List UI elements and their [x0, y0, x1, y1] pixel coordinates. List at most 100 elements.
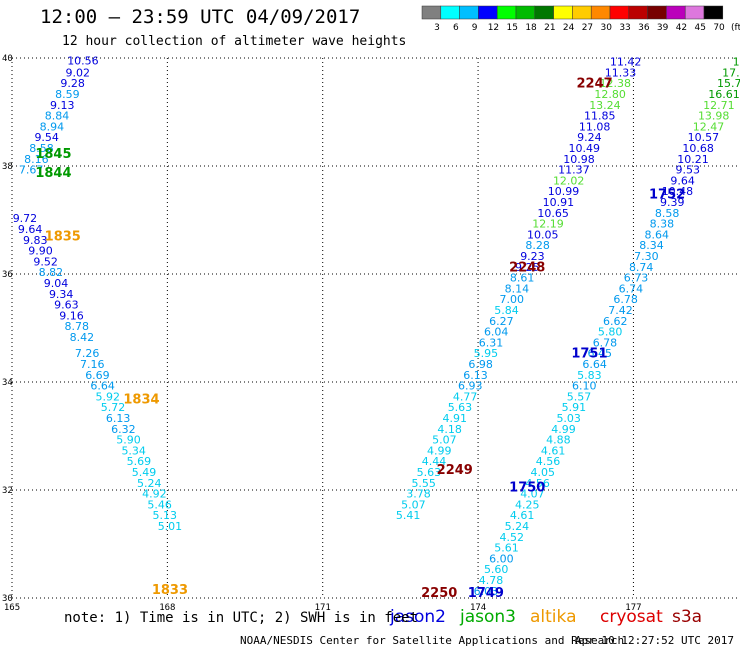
wave-height-label: 10.56 [67, 54, 99, 67]
wave-height-label: 5.60 [484, 563, 509, 576]
wave-height-label: 7.67 [19, 164, 44, 177]
wave-height-label: 6.13 [463, 369, 488, 382]
pass-time-label: 2250 [421, 586, 457, 601]
wave-height-label: 9.23 [520, 250, 545, 263]
pass-time-label: 1834 [123, 393, 159, 408]
wave-height-label: 12.02 [553, 174, 585, 187]
wave-height-label: 5.63 [448, 401, 473, 414]
wave-height-label: 4.77 [453, 390, 478, 403]
wave-height-label: 9.64 [670, 174, 695, 187]
pass-time-label: 1749 [468, 586, 504, 601]
wave-height-label: 4.61 [510, 509, 535, 522]
wave-height-label: 8.82 [39, 266, 64, 279]
y-tick-label: 36 [2, 270, 13, 280]
wave-height-label: 6.32 [111, 423, 136, 436]
wave-height-label: 11.42 [610, 56, 642, 69]
wave-height-label: 6.10 [572, 380, 597, 393]
wave-height-label: 9.83 [23, 234, 48, 247]
wave-height-label: 5.07 [432, 434, 457, 447]
wave-height-label: 8.78 [64, 320, 89, 333]
wave-height-label: 12.47 [693, 120, 725, 133]
wave-height-label: 7.42 [608, 304, 633, 317]
wave-height-label: 5.46 [147, 498, 172, 511]
colorbar-swatch [496, 5, 517, 20]
wave-height-label: 8.38 [650, 218, 675, 231]
chart-subtitle: 12 hour collection of altimeter wave hei… [62, 34, 407, 49]
wave-height-label: 9.39 [660, 196, 685, 209]
wave-height-label: 6.78 [593, 336, 618, 349]
wave-height-label: 4.91 [443, 412, 468, 425]
colorbar-label: 33 [619, 23, 630, 33]
wave-height-label: 5.92 [96, 390, 121, 403]
wave-height-label: 6.27 [489, 315, 514, 328]
wave-height-label: 8.64 [644, 228, 669, 241]
wave-height-label: 7.00 [499, 293, 524, 306]
wave-height-label: 9.28 [60, 77, 85, 90]
colorbar-label: 24 [563, 23, 575, 33]
colorbar-swatch [515, 5, 536, 20]
wave-height-label: 8.28 [525, 239, 550, 252]
wave-height-label: 7.26 [75, 347, 100, 360]
wave-height-label: 10.68 [682, 142, 714, 155]
wave-height-label: 10.21 [677, 153, 709, 166]
wave-height-label: 4.44 [422, 455, 447, 468]
x-tick-label: 165 [4, 603, 20, 613]
wave-height-label: 8.58 [655, 207, 680, 220]
wave-height-label: 12.80 [594, 88, 626, 101]
wave-height-label: 12.71 [703, 99, 735, 112]
wave-height-label: 4.88 [546, 434, 571, 447]
colorbar-swatch [553, 5, 573, 20]
wave-height-label: 6.64 [582, 358, 607, 371]
wave-height-label: 5.69 [127, 455, 152, 468]
wave-height-label: 9.64 [18, 223, 43, 236]
wave-height-label: 5.57 [567, 390, 592, 403]
wave-height-label: 5.34 [121, 444, 146, 457]
wave-height-label: 11.37 [558, 164, 590, 177]
colorbar-swatch [572, 5, 592, 20]
colorbar-swatch [590, 5, 611, 20]
y-tick-label: 32 [2, 486, 13, 496]
wave-height-label: 6.98 [468, 358, 493, 371]
footer-credit: NOAA/NESDIS Center for Satellite Applica… [240, 634, 625, 647]
satellite-legend-altika: altika [530, 607, 577, 627]
x-tick-label: 177 [625, 603, 641, 613]
wave-height-label: 7.16 [80, 358, 105, 371]
wave-height-label: 11.08 [579, 120, 611, 133]
wave-height-label: 6.45 [588, 347, 613, 360]
wave-height-label: 4.52 [499, 531, 524, 544]
pass-time-label: 1750 [509, 481, 545, 496]
wave-height-label: 12.38 [600, 77, 632, 90]
colorbar-label: 9 [472, 23, 478, 33]
wave-height-label: 5.83 [577, 369, 602, 382]
wave-height-label: 5.90 [116, 434, 141, 447]
wave-height-label: 6.13 [106, 412, 131, 425]
wave-height-label: 10.65 [537, 207, 569, 220]
colorbar-label: 21 [544, 23, 555, 33]
wave-height-label: 5.01 [158, 520, 183, 533]
wave-height-label: 9.16 [59, 309, 84, 322]
wave-height-label: 8.84 [45, 110, 70, 123]
wave-height-label: 9.53 [676, 164, 701, 177]
colorbar-label: 42 [676, 23, 687, 33]
wave-height-label: 6.74 [619, 282, 644, 295]
wave-height-label: 9.90 [28, 245, 53, 258]
wave-height-label: 9.72 [13, 212, 38, 225]
wave-height-label: 13.98 [698, 110, 730, 123]
colorbar-label: 70 [713, 23, 725, 33]
wave-height-label: 11.33 [605, 66, 637, 79]
colorbar-label: 45 [695, 23, 706, 33]
wave-height-label: 11.85 [584, 110, 616, 123]
wave-height-label: 10.99 [548, 185, 580, 198]
wave-height-label: 10.48 [662, 185, 694, 198]
wave-height-label: 6.31 [479, 336, 504, 349]
colorbar-swatch [684, 5, 705, 20]
wave-height-label: 4.92 [142, 488, 167, 501]
wave-height-label: 4.07 [520, 488, 545, 501]
wave-height-label: 5.72 [101, 401, 126, 414]
wave-height-label: 6.93 [458, 380, 483, 393]
wave-height-label: 6.62 [603, 315, 628, 328]
wave-height-label: 4.99 [551, 423, 576, 436]
wave-height-label: 9.04 [44, 277, 69, 290]
pass-time-label: 1844 [35, 166, 71, 181]
wave-height-label: 9.25 [515, 261, 540, 274]
